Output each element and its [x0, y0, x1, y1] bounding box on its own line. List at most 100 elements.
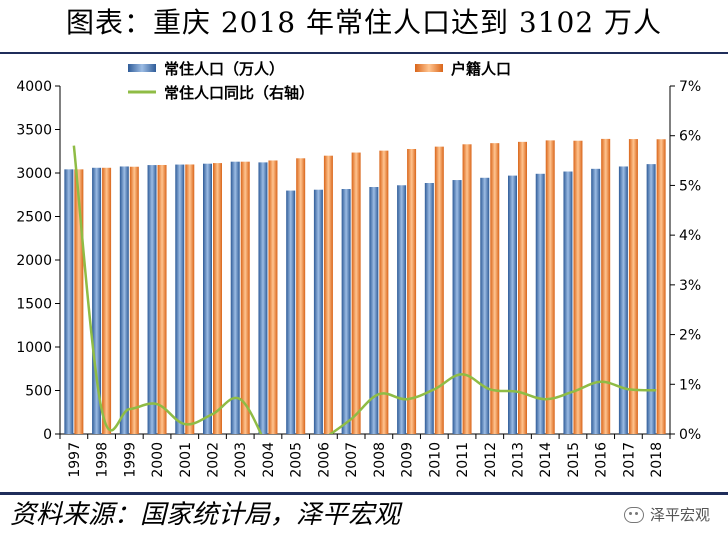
- y-left-tick-label: 4000: [16, 79, 52, 95]
- x-tick-label: 1998: [95, 442, 111, 478]
- y-left-tick-label: 1500: [16, 297, 52, 313]
- bar-resident: [119, 166, 129, 434]
- y-right-tick-label: 7%: [679, 79, 701, 95]
- x-tick-label: 2002: [206, 442, 222, 478]
- bar-resident: [313, 189, 323, 434]
- x-tick-label: 2003: [233, 442, 249, 478]
- x-tick-label: 2014: [538, 442, 554, 478]
- x-tick-label: 1999: [122, 442, 138, 478]
- x-tick-label: 2011: [455, 442, 471, 478]
- y-right-tick-label: 3%: [679, 278, 701, 294]
- legend-label-resident: 常住人口（万人）: [164, 60, 284, 78]
- bar-registered: [379, 150, 389, 434]
- bar-registered: [296, 158, 306, 434]
- y-left-tick-label: 2500: [16, 210, 52, 226]
- bar-resident: [397, 185, 407, 434]
- x-tick-label: 2005: [289, 442, 305, 478]
- x-tick-label: 2012: [483, 442, 499, 478]
- bar-resident: [480, 177, 490, 434]
- x-tick-label: 2008: [372, 442, 388, 478]
- bar-registered: [102, 167, 112, 434]
- x-tick-label: 2017: [621, 442, 637, 478]
- x-tick-label: 2007: [344, 442, 360, 478]
- title-divider: [0, 52, 728, 54]
- bar-registered: [518, 141, 527, 434]
- bar-resident: [508, 175, 517, 435]
- bar-resident: [618, 166, 628, 434]
- bar-resident: [452, 180, 462, 434]
- x-tick-label: 2018: [649, 442, 665, 478]
- x-tick-label: 1997: [67, 442, 83, 478]
- y-right-tick-label: 4%: [679, 228, 701, 244]
- yoy-line-path: [72, 145, 263, 434]
- y-right-tick-label: 1%: [679, 377, 701, 393]
- bar-resident: [147, 165, 157, 434]
- yoy-line-path: [328, 373, 657, 434]
- bar-resident: [341, 189, 351, 434]
- x-tick-label: 2009: [400, 442, 416, 478]
- x-tick-label: 2016: [594, 442, 610, 478]
- y-left-tick-label: 3500: [16, 123, 52, 139]
- bar-resident: [591, 168, 601, 434]
- bar-registered: [351, 152, 361, 434]
- y-left-tick-label: 1000: [16, 340, 52, 356]
- x-tick-label: 2001: [178, 442, 194, 478]
- x-tick-label: 2015: [566, 442, 582, 478]
- bar-registered: [323, 155, 333, 434]
- bar-registered: [628, 139, 638, 434]
- bar-registered: [601, 138, 611, 434]
- y-left-tick-label: 3000: [16, 166, 52, 182]
- y-right-tick-label: 2%: [679, 328, 701, 344]
- bar-registered: [213, 163, 222, 434]
- bar-resident: [64, 169, 74, 434]
- x-tick-label: 2013: [511, 442, 527, 478]
- legend-swatch-resident: [128, 64, 156, 72]
- bar-registered: [573, 140, 583, 434]
- bar-resident: [535, 173, 545, 434]
- bar-resident: [258, 162, 268, 435]
- x-tick-label: 2000: [150, 442, 166, 478]
- y-right-tick-label: 0%: [679, 427, 701, 443]
- bar-resident: [369, 187, 379, 434]
- footer-divider: [0, 492, 728, 495]
- x-tick-label: 2004: [261, 442, 277, 478]
- y-right-tick-label: 5%: [679, 178, 701, 194]
- bar-registered: [407, 148, 417, 434]
- bar-resident: [424, 183, 434, 434]
- bar-registered: [490, 143, 500, 434]
- y-right-tick-label: 6%: [679, 129, 701, 145]
- bar-registered: [545, 140, 555, 434]
- axes: 0 500 1000 1500 2000 2500 3000 3500 4000 0% 1% 2% 3%…: [16, 79, 701, 478]
- bar-registered: [129, 166, 139, 434]
- bar-resident: [646, 164, 656, 434]
- bar-registered: [185, 164, 195, 434]
- watermark: 泽平宏观: [623, 504, 710, 525]
- x-tick-label: 2006: [316, 442, 332, 478]
- y-left-tick-label: 500: [25, 384, 52, 400]
- wechat-icon: [623, 506, 644, 523]
- bars: [64, 138, 666, 435]
- page-title: 图表：重庆 2018 年常住人口达到 3102 万人: [65, 6, 663, 39]
- legend-label-registered: 户籍人口: [451, 60, 511, 78]
- bar-resident: [203, 163, 212, 434]
- legend-swatch-registered: [415, 64, 443, 72]
- bar-registered: [157, 164, 167, 434]
- watermark-text: 泽平宏观: [649, 506, 710, 524]
- bar-resident: [230, 161, 240, 434]
- bar-registered: [462, 144, 472, 434]
- bar-registered: [74, 169, 84, 434]
- y-left-tick-label: 2000: [16, 253, 52, 269]
- source-note: 资料来源：国家统计局，泽平宏观: [10, 500, 401, 530]
- y-left-tick-label: 0: [43, 427, 52, 443]
- bar-resident: [286, 190, 296, 434]
- legend-label-yoy: 常住人口同比（右轴）: [164, 84, 314, 102]
- bar-resident: [92, 167, 102, 434]
- bar-resident: [175, 164, 185, 434]
- bar-registered: [240, 161, 250, 434]
- bar-registered: [656, 139, 666, 434]
- x-tick-label: 2010: [427, 442, 443, 478]
- bar-registered: [268, 160, 278, 435]
- bar-resident: [563, 171, 573, 434]
